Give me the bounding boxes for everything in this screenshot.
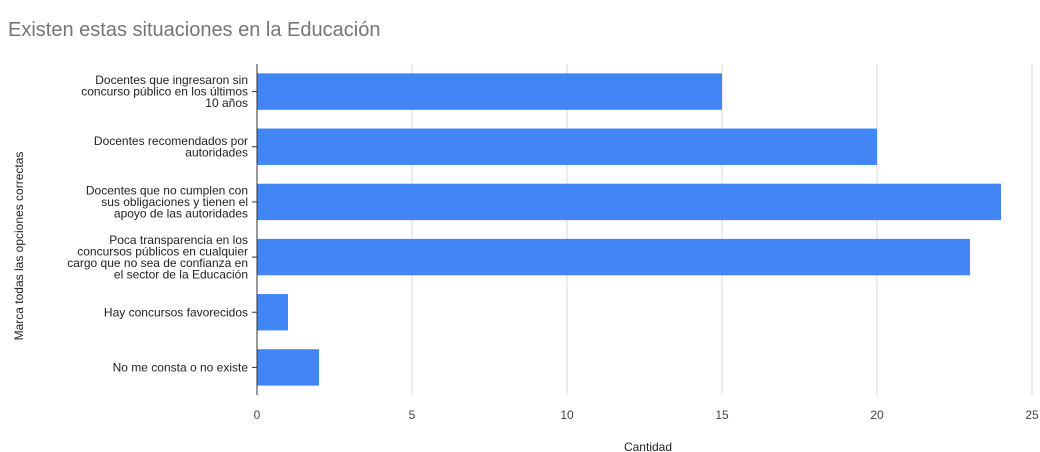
y-axis-title: Marca todas las opciones correctas xyxy=(12,152,26,341)
category-label-line: apoyo de las autoridades xyxy=(114,206,248,220)
bar xyxy=(257,128,877,165)
bar xyxy=(257,73,722,110)
x-tick-label: 5 xyxy=(409,408,416,422)
x-axis-title: Cantidad xyxy=(624,440,672,452)
chart-title: Existen estas situaciones en la Educació… xyxy=(8,19,380,41)
bars xyxy=(257,73,1001,386)
category-label: Docentes recomendados por autoridades xyxy=(94,134,248,160)
category-label-line: No me consta o no existe xyxy=(113,360,249,374)
category-label-line: autoridades xyxy=(185,146,248,160)
category-label-line: cargo que no sea de confianza en xyxy=(67,256,248,270)
category-label-line: 10 años xyxy=(205,96,248,110)
category-label: Hay concursos favorecidos xyxy=(104,305,248,319)
category-label-line: Hay concursos favorecidos xyxy=(104,305,248,319)
category-label-line: Docentes recomendados por xyxy=(94,134,248,148)
category-label: Poca transparencia en los concursos públi… xyxy=(67,233,248,282)
bar xyxy=(257,294,288,331)
category-label-line: Docentes que no cumplen con xyxy=(86,183,248,197)
category-label-line: el sector de la Educación xyxy=(114,267,248,281)
bar xyxy=(257,183,1001,221)
bar xyxy=(257,349,319,386)
x-tick-label: 25 xyxy=(1025,408,1039,422)
category-label: Docentes que no cumplen con sus obligacio… xyxy=(86,183,248,220)
category-label-line: concurso público en los últimos xyxy=(81,85,248,99)
bar xyxy=(257,238,970,276)
category-label: Docentes que ingresaron sin concurso públ… xyxy=(81,73,248,110)
category-label-line: Poca transparencia en los xyxy=(109,233,248,247)
x-tick-label: 10 xyxy=(560,408,574,422)
x-tick-label: 20 xyxy=(870,408,884,422)
category-label-line: sus obligaciones y tienen el xyxy=(101,195,248,209)
gridlines xyxy=(411,64,1033,395)
category-label-line: concursos públicos en cualquier xyxy=(77,244,248,258)
axes: 0 5 10 15 20 25 xyxy=(252,64,1039,422)
category-label: No me consta o no existe xyxy=(113,360,249,374)
category-labels: Docentes que ingresaron sin concurso públ… xyxy=(67,73,248,374)
x-tick-label: 15 xyxy=(715,408,729,422)
x-tick-label: 0 xyxy=(254,408,261,422)
category-label-line: Docentes que ingresaron sin xyxy=(95,73,248,87)
